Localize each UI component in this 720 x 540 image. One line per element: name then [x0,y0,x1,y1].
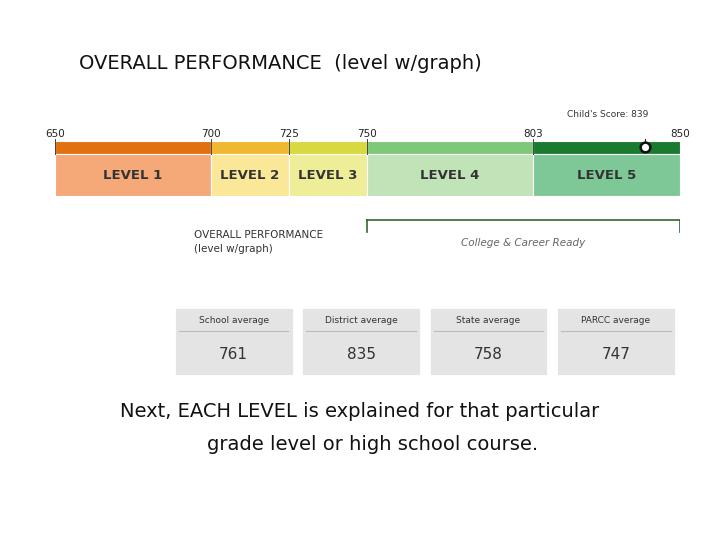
Text: 803: 803 [523,129,543,138]
Bar [428,307,549,376]
Bar [55,154,211,197]
Text: 750: 750 [357,129,377,138]
Text: 835: 835 [346,347,376,362]
Bar [367,154,533,197]
Text: LEVEL 3: LEVEL 3 [299,168,358,181]
Bar [367,141,533,154]
Bar [301,307,421,376]
Text: PARCC average: PARCC average [581,316,651,325]
Text: 747: 747 [601,347,631,362]
Text: Child's Score: 839: Child's Score: 839 [567,110,649,119]
Text: LEVEL 1: LEVEL 1 [103,168,163,181]
Bar [556,307,676,376]
Text: LEVEL 5: LEVEL 5 [577,168,636,181]
Text: (level w/graph): (level w/graph) [194,244,273,254]
Bar [533,141,680,154]
Bar [289,141,367,154]
Text: 650: 650 [45,129,65,138]
Text: LEVEL 2: LEVEL 2 [220,168,279,181]
Text: 725: 725 [279,129,299,138]
Bar [174,307,294,376]
Text: College & Career Ready: College & Career Ready [462,238,585,248]
Text: State average: State average [456,316,521,325]
Text: School average: School average [199,316,269,325]
Bar [55,141,211,154]
Text: 761: 761 [219,347,248,362]
Bar [211,154,289,197]
Bar [211,141,289,154]
Text: District average: District average [325,316,397,325]
Text: LEVEL 4: LEVEL 4 [420,168,480,181]
Text: 758: 758 [474,347,503,362]
Text: 850: 850 [670,129,690,138]
Text: OVERALL PERFORMANCE  (level w/graph): OVERALL PERFORMANCE (level w/graph) [79,54,482,73]
Text: Next, EACH LEVEL is explained for that particular: Next, EACH LEVEL is explained for that p… [120,402,600,421]
Text: grade level or high school course.: grade level or high school course. [182,435,538,454]
Text: 700: 700 [201,129,221,138]
Bar [289,154,367,197]
Bar [533,154,680,197]
Text: OVERALL PERFORMANCE: OVERALL PERFORMANCE [194,230,323,240]
